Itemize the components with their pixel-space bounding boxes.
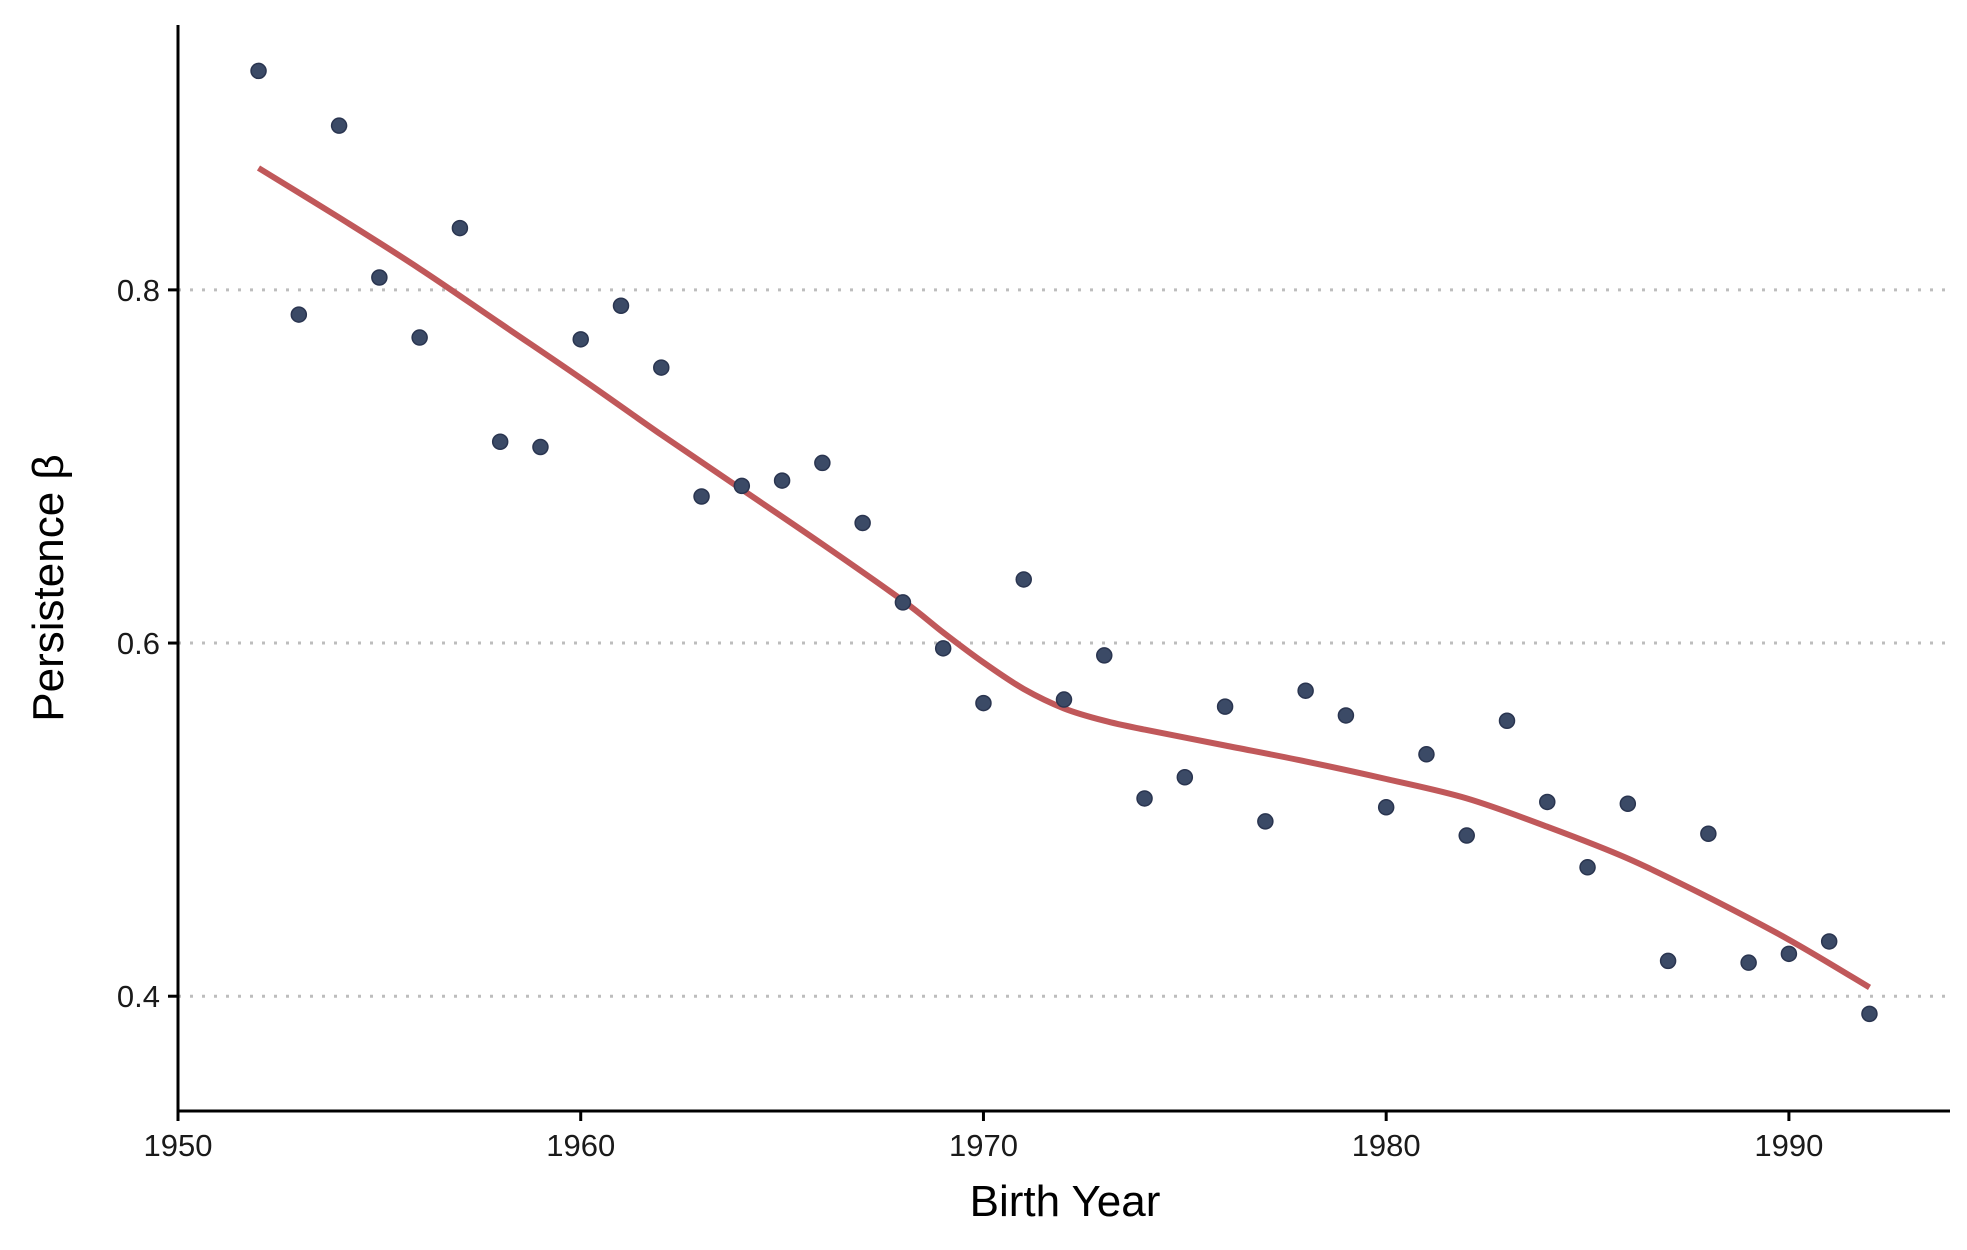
data-point	[1579, 859, 1596, 876]
data-point	[250, 62, 267, 80]
data-point	[1740, 954, 1757, 971]
data-point	[572, 331, 589, 348]
y-tick-label: 0.4	[117, 979, 160, 1014]
data-point	[1216, 698, 1234, 715]
data-point	[451, 219, 469, 237]
data-point	[290, 306, 308, 323]
data-point	[1458, 827, 1475, 844]
x-axis-title: Birth Year	[970, 1177, 1161, 1226]
data-point	[934, 640, 952, 657]
data-point	[1377, 799, 1395, 816]
data-point	[1619, 795, 1637, 812]
x-tick-label: 1950	[144, 1128, 213, 1163]
data-point	[1136, 790, 1153, 807]
y-axis-title: Persistence β	[24, 454, 73, 721]
x-tick-label: 1990	[1754, 1128, 1823, 1163]
data-points	[250, 62, 1878, 1023]
y-tick-label: 0.6	[117, 626, 160, 661]
data-point	[1257, 813, 1274, 830]
data-point	[1539, 793, 1556, 811]
data-point	[1055, 691, 1073, 708]
data-point	[653, 359, 670, 376]
trend-line	[256, 165, 1872, 990]
data-point	[814, 454, 831, 472]
x-axis: 1950 1960 1970 1980 1990	[144, 1109, 1950, 1163]
data-point	[733, 477, 751, 495]
data-point	[894, 594, 912, 611]
data-point	[693, 488, 710, 505]
data-point	[1861, 1005, 1878, 1023]
data-point	[1820, 933, 1838, 950]
data-point	[1659, 952, 1677, 970]
data-point	[1096, 647, 1113, 664]
data-point	[330, 117, 348, 134]
data-point	[975, 694, 992, 712]
data-point	[1418, 746, 1435, 763]
trend-line-group	[256, 165, 1872, 990]
data-point	[371, 269, 388, 286]
data-point	[1015, 571, 1032, 588]
x-tick-label: 1960	[546, 1128, 615, 1163]
gridlines	[178, 288, 1950, 998]
data-point	[491, 433, 509, 450]
data-point	[1700, 825, 1717, 843]
data-point	[532, 438, 549, 456]
x-tick-label: 1970	[949, 1128, 1018, 1163]
data-point	[854, 514, 871, 532]
y-tick-label: 0.8	[117, 273, 160, 308]
data-point	[1498, 712, 1516, 729]
data-point	[1337, 707, 1355, 724]
data-point	[1176, 769, 1194, 786]
y-axis: 0.4 0.6 0.8	[117, 25, 180, 1111]
data-point	[1780, 945, 1798, 963]
data-point	[612, 297, 630, 315]
data-point	[411, 329, 428, 346]
data-point	[1297, 682, 1314, 699]
data-point	[773, 472, 791, 489]
x-tick-label: 1980	[1352, 1128, 1421, 1163]
